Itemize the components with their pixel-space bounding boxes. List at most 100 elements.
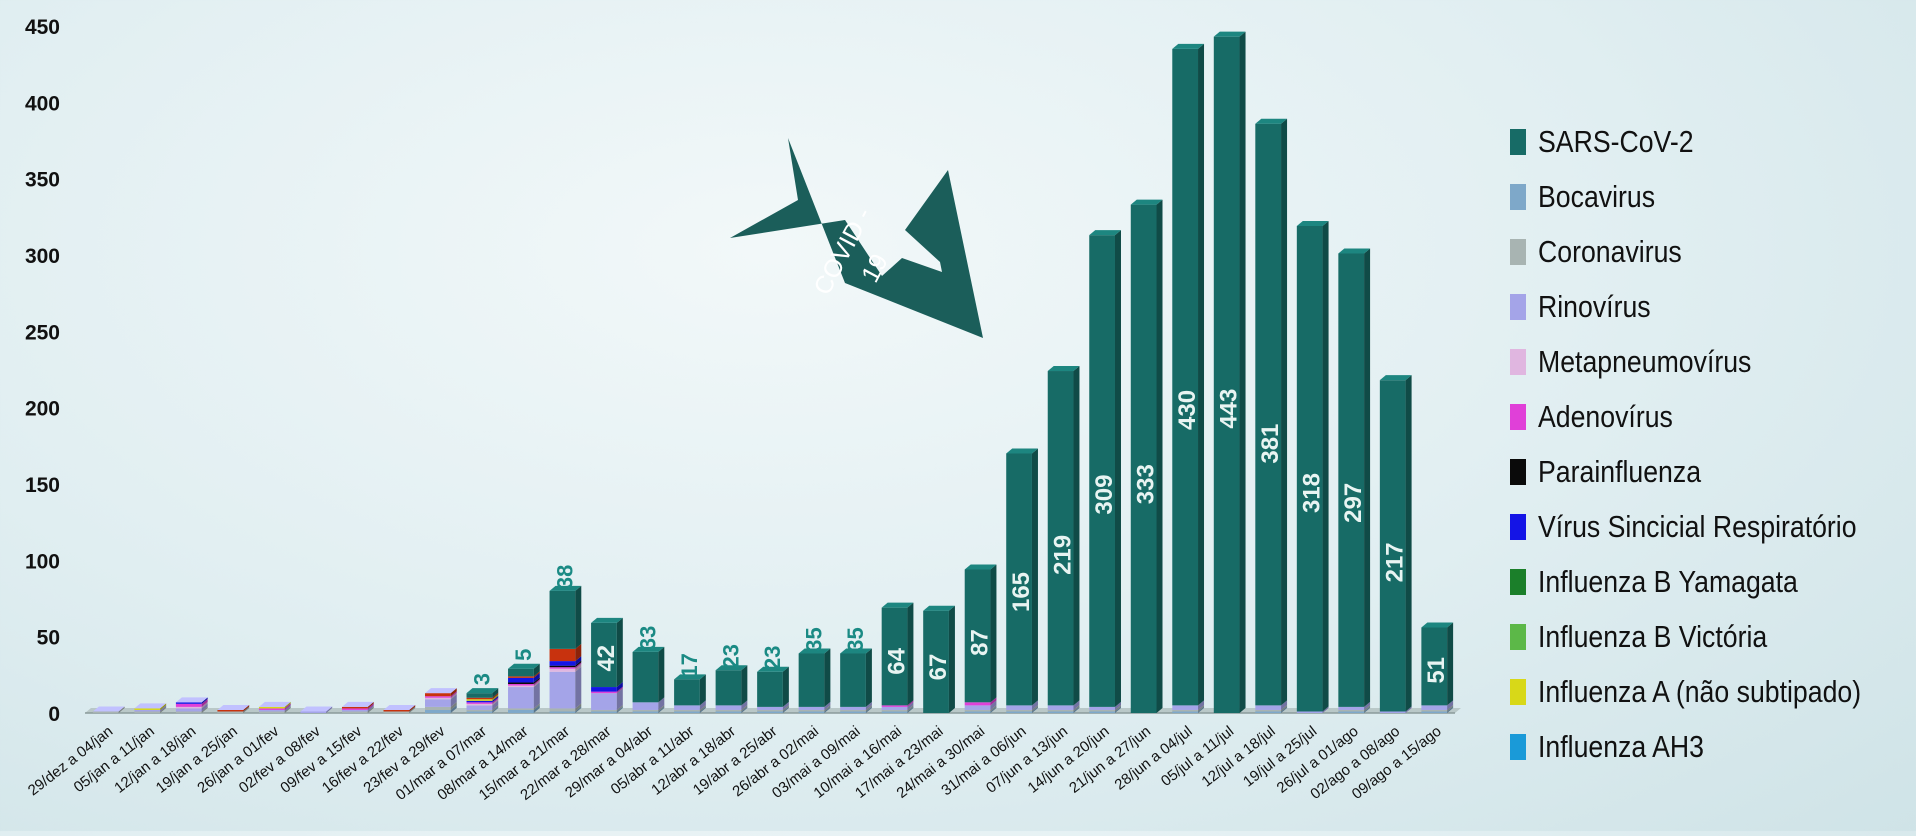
bar-coronavirus-front [674,709,700,712]
bar-top-cap [757,666,789,672]
bar-v-rus-sincicial-respirat-rio-side [492,695,499,703]
bar-sars-cov-2-front [715,670,742,706]
data-label: 38 [552,565,577,589]
bar-coronavirus-front [1172,709,1199,712]
bar-coronavirus-side [658,704,665,712]
bar-sars-cov-2-side [699,674,706,706]
bar-bocavirus-side [782,706,789,713]
bar-other-front [383,709,410,712]
bar-top-cap [1006,448,1038,454]
bar-bocavirus-side [658,706,665,713]
bar-bocavirus-side [1281,706,1288,713]
legend-item: Bocavirus [1510,177,1674,217]
legend-swatch [1510,624,1526,650]
bar-coronavirus-side [1281,704,1288,712]
bar-adenov-rus-side [367,703,374,710]
bar-rinov-rus-side [907,701,914,710]
bar-bocavirus-front [632,711,659,713]
bar-rinov-rus-side [492,700,499,710]
bar-rinov-rus-side [1405,706,1412,713]
bar-rinov-rus-side [699,700,706,710]
y-tick-label: 400 [25,92,60,115]
bar-coronavirus-side [1198,704,1205,712]
bar-coronavirus-side [575,703,582,712]
bars [92,31,1454,714]
legend-swatch [1510,404,1526,430]
bar-sars-cov-2-side [741,665,748,706]
bar-coronavirus-side [450,701,457,710]
bar-bocavirus-side [1114,706,1121,713]
bar-adenov-rus-front [425,696,451,698]
bar-sars-cov-2-side [1198,43,1205,706]
bar-sars-cov-2-side [1364,248,1371,707]
bar-parainfluenza-side [533,677,540,684]
bar-sars-cov-2-front [549,590,576,649]
bar-v-rus-sincicial-respirat-rio-side [201,697,208,704]
bar-coronavirus-front [1006,709,1032,712]
bar-coronavirus-front [383,711,410,713]
legend-item: Adenovírus [1510,397,1695,437]
bar-v-rus-sincicial-respirat-rio-front [508,677,534,683]
bar-rinov-rus-front [674,705,700,710]
bar-rinov-rus-side [990,700,997,710]
legend-label: Influenza B Victória [1538,619,1768,654]
y-tick-label: 200 [25,398,60,421]
bar-coronavirus-front [881,709,908,712]
bar-sars-cov-2-front [674,679,700,706]
bar-top-cap [1296,220,1329,226]
bar-adenov-rus-side [201,698,208,707]
bar-bocavirus-front [549,711,576,713]
bar-sars-cov-2-side [782,666,789,707]
data-label: 42 [593,645,620,672]
bar-coronavirus-side [865,704,872,712]
bar-sars-cov-2-front [1089,235,1115,707]
bar-top-cap [425,688,457,694]
bar-sars-cov-2-side [1281,118,1288,706]
bar-top-cap [632,646,665,652]
bar-top-cap [840,648,872,654]
bar-rinov-rus-side [367,704,374,712]
bar-v-rus-sincicial-respirat-rio-side [616,682,623,692]
bar-sars-cov-2-front [1421,627,1448,706]
bar-rinov-rus-front [466,705,493,710]
bar-other-side [575,643,582,662]
data-label: 217 [1382,542,1409,582]
bar-v-rus-sincicial-respirat-rio-side [533,672,540,683]
bar-coronavirus-side [990,704,997,712]
bar-bocavirus-front [591,711,617,713]
bar-bocavirus-front [757,711,783,713]
bar-v-rus-sincicial-respirat-rio-front [466,700,493,703]
bar-other-side [492,692,499,700]
legend-label: Influenza A (não subtipado) [1538,674,1862,709]
bar-sars-cov-2-side [1239,31,1246,714]
bar-rinov-rus-front [715,705,742,710]
legend-swatch [1510,294,1526,320]
bar-coronavirus-side [1031,704,1038,712]
legend-swatch [1510,239,1526,265]
bar-rinov-rus-side [1281,700,1288,710]
y-tick-label: 350 [25,169,60,192]
bar-other-front [466,697,493,700]
bar-bocavirus-side [1073,706,1080,713]
bar-top-cap [1338,248,1371,254]
bar-metapneumov-rus-side [533,680,540,688]
bar-adenov-rus-front [591,691,617,694]
bar-metapneumov-rus-front [549,668,576,672]
bar-sars-cov-2-side [533,663,540,677]
bar-adenov-rus-front [508,683,534,686]
bar-sars-cov-2-front [840,653,866,707]
bar-adenov-rus-front [881,705,908,707]
bar-rinov-rus-side [450,694,457,707]
bar-sars-cov-2-side [616,617,623,688]
bar-sars-cov-2-front [964,569,991,703]
bar-metapneumov-rus-front [175,706,202,709]
bar-adenov-rus-front [258,708,285,710]
bar-coronavirus-front [1421,709,1448,712]
data-label: 67 [925,654,952,681]
legend-item: Influenza B Yamagata [1510,562,1840,602]
y-tick-label: 0 [48,703,60,726]
bar-rinov-rus-front [1338,706,1365,710]
bar-sars-cov-2-side [1447,622,1454,706]
bar-rinov-rus-side [782,701,789,710]
